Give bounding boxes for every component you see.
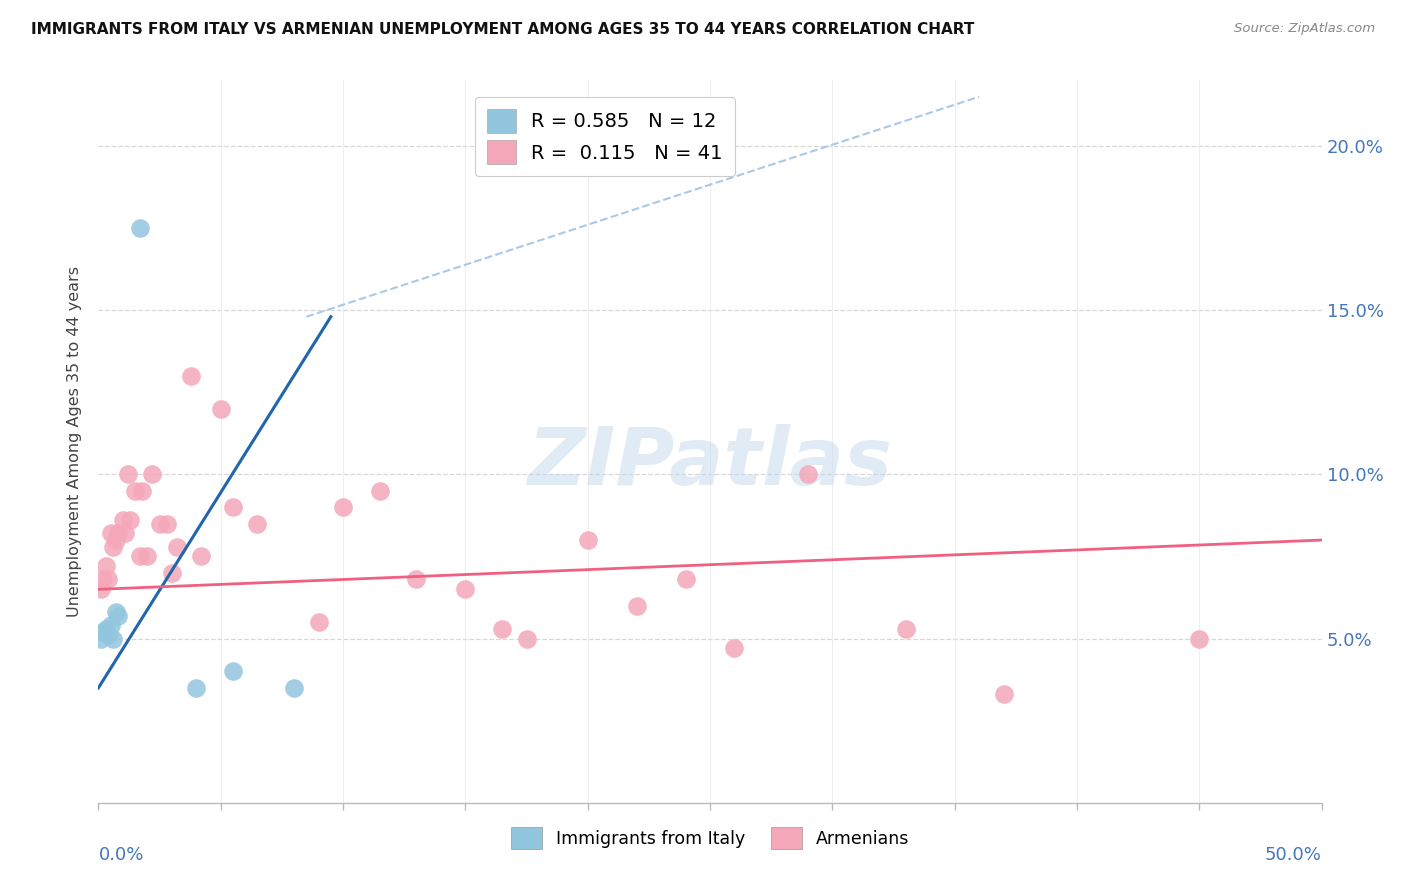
Point xyxy=(101,540,124,554)
Point xyxy=(246,516,269,531)
Point xyxy=(104,605,127,619)
Point xyxy=(186,681,208,695)
Point xyxy=(626,599,648,613)
Point xyxy=(107,608,129,623)
Point xyxy=(90,582,112,597)
Point xyxy=(675,573,697,587)
Point xyxy=(101,632,124,646)
Legend: Immigrants from Italy, Armenians: Immigrants from Italy, Armenians xyxy=(503,821,917,855)
Text: IMMIGRANTS FROM ITALY VS ARMENIAN UNEMPLOYMENT AMONG AGES 35 TO 44 YEARS CORRELA: IMMIGRANTS FROM ITALY VS ARMENIAN UNEMPL… xyxy=(31,22,974,37)
Point xyxy=(491,622,513,636)
Point xyxy=(100,526,122,541)
Point xyxy=(120,513,142,527)
Point xyxy=(368,483,391,498)
Point xyxy=(156,516,179,531)
Point xyxy=(100,618,122,632)
Point xyxy=(993,687,1015,701)
Y-axis label: Unemployment Among Ages 35 to 44 years: Unemployment Among Ages 35 to 44 years xyxy=(67,266,83,617)
Point xyxy=(97,628,120,642)
Point xyxy=(576,533,599,547)
Point xyxy=(104,533,127,547)
Point xyxy=(515,632,537,646)
Point xyxy=(723,641,745,656)
Point xyxy=(131,483,153,498)
Point xyxy=(149,516,172,531)
Point xyxy=(405,573,427,587)
Point xyxy=(94,622,117,636)
Point xyxy=(117,467,139,482)
Point xyxy=(124,483,146,498)
Point xyxy=(129,221,152,235)
Point xyxy=(222,500,245,515)
Point xyxy=(107,526,129,541)
Point xyxy=(797,467,820,482)
Point xyxy=(166,540,188,554)
Point xyxy=(180,368,202,383)
Text: 50.0%: 50.0% xyxy=(1265,847,1322,864)
Point xyxy=(91,573,114,587)
Point xyxy=(141,467,163,482)
Point xyxy=(111,513,134,527)
Point xyxy=(209,401,232,416)
Point xyxy=(190,549,212,564)
Point xyxy=(97,573,120,587)
Point xyxy=(454,582,477,597)
Point xyxy=(94,559,117,574)
Point xyxy=(129,549,152,564)
Point xyxy=(160,566,183,580)
Text: ZIPatlas: ZIPatlas xyxy=(527,425,893,502)
Point xyxy=(332,500,354,515)
Point xyxy=(91,625,114,640)
Point xyxy=(1188,632,1211,646)
Point xyxy=(222,665,245,679)
Text: Source: ZipAtlas.com: Source: ZipAtlas.com xyxy=(1234,22,1375,36)
Point xyxy=(90,632,112,646)
Point xyxy=(114,526,136,541)
Point xyxy=(308,615,330,630)
Point xyxy=(136,549,159,564)
Point xyxy=(283,681,305,695)
Point xyxy=(894,622,917,636)
Text: 0.0%: 0.0% xyxy=(98,847,143,864)
